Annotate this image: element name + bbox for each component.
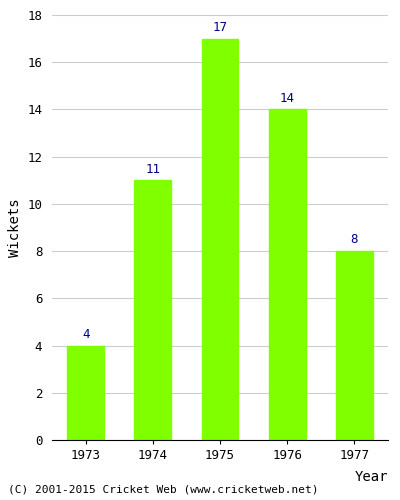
- Bar: [134, 180, 171, 440]
- Text: 14: 14: [280, 92, 295, 104]
- Text: 11: 11: [145, 162, 160, 175]
- Y-axis label: Wickets: Wickets: [8, 198, 22, 257]
- Text: 8: 8: [350, 234, 358, 246]
- Bar: [336, 251, 373, 440]
- Text: (C) 2001-2015 Cricket Web (www.cricketweb.net): (C) 2001-2015 Cricket Web (www.cricketwe…: [8, 485, 318, 495]
- Text: 17: 17: [212, 21, 228, 34]
- Bar: [67, 346, 104, 440]
- Text: Year: Year: [354, 470, 388, 484]
- Bar: [269, 110, 306, 440]
- Bar: [202, 38, 238, 440]
- Text: 4: 4: [82, 328, 90, 341]
